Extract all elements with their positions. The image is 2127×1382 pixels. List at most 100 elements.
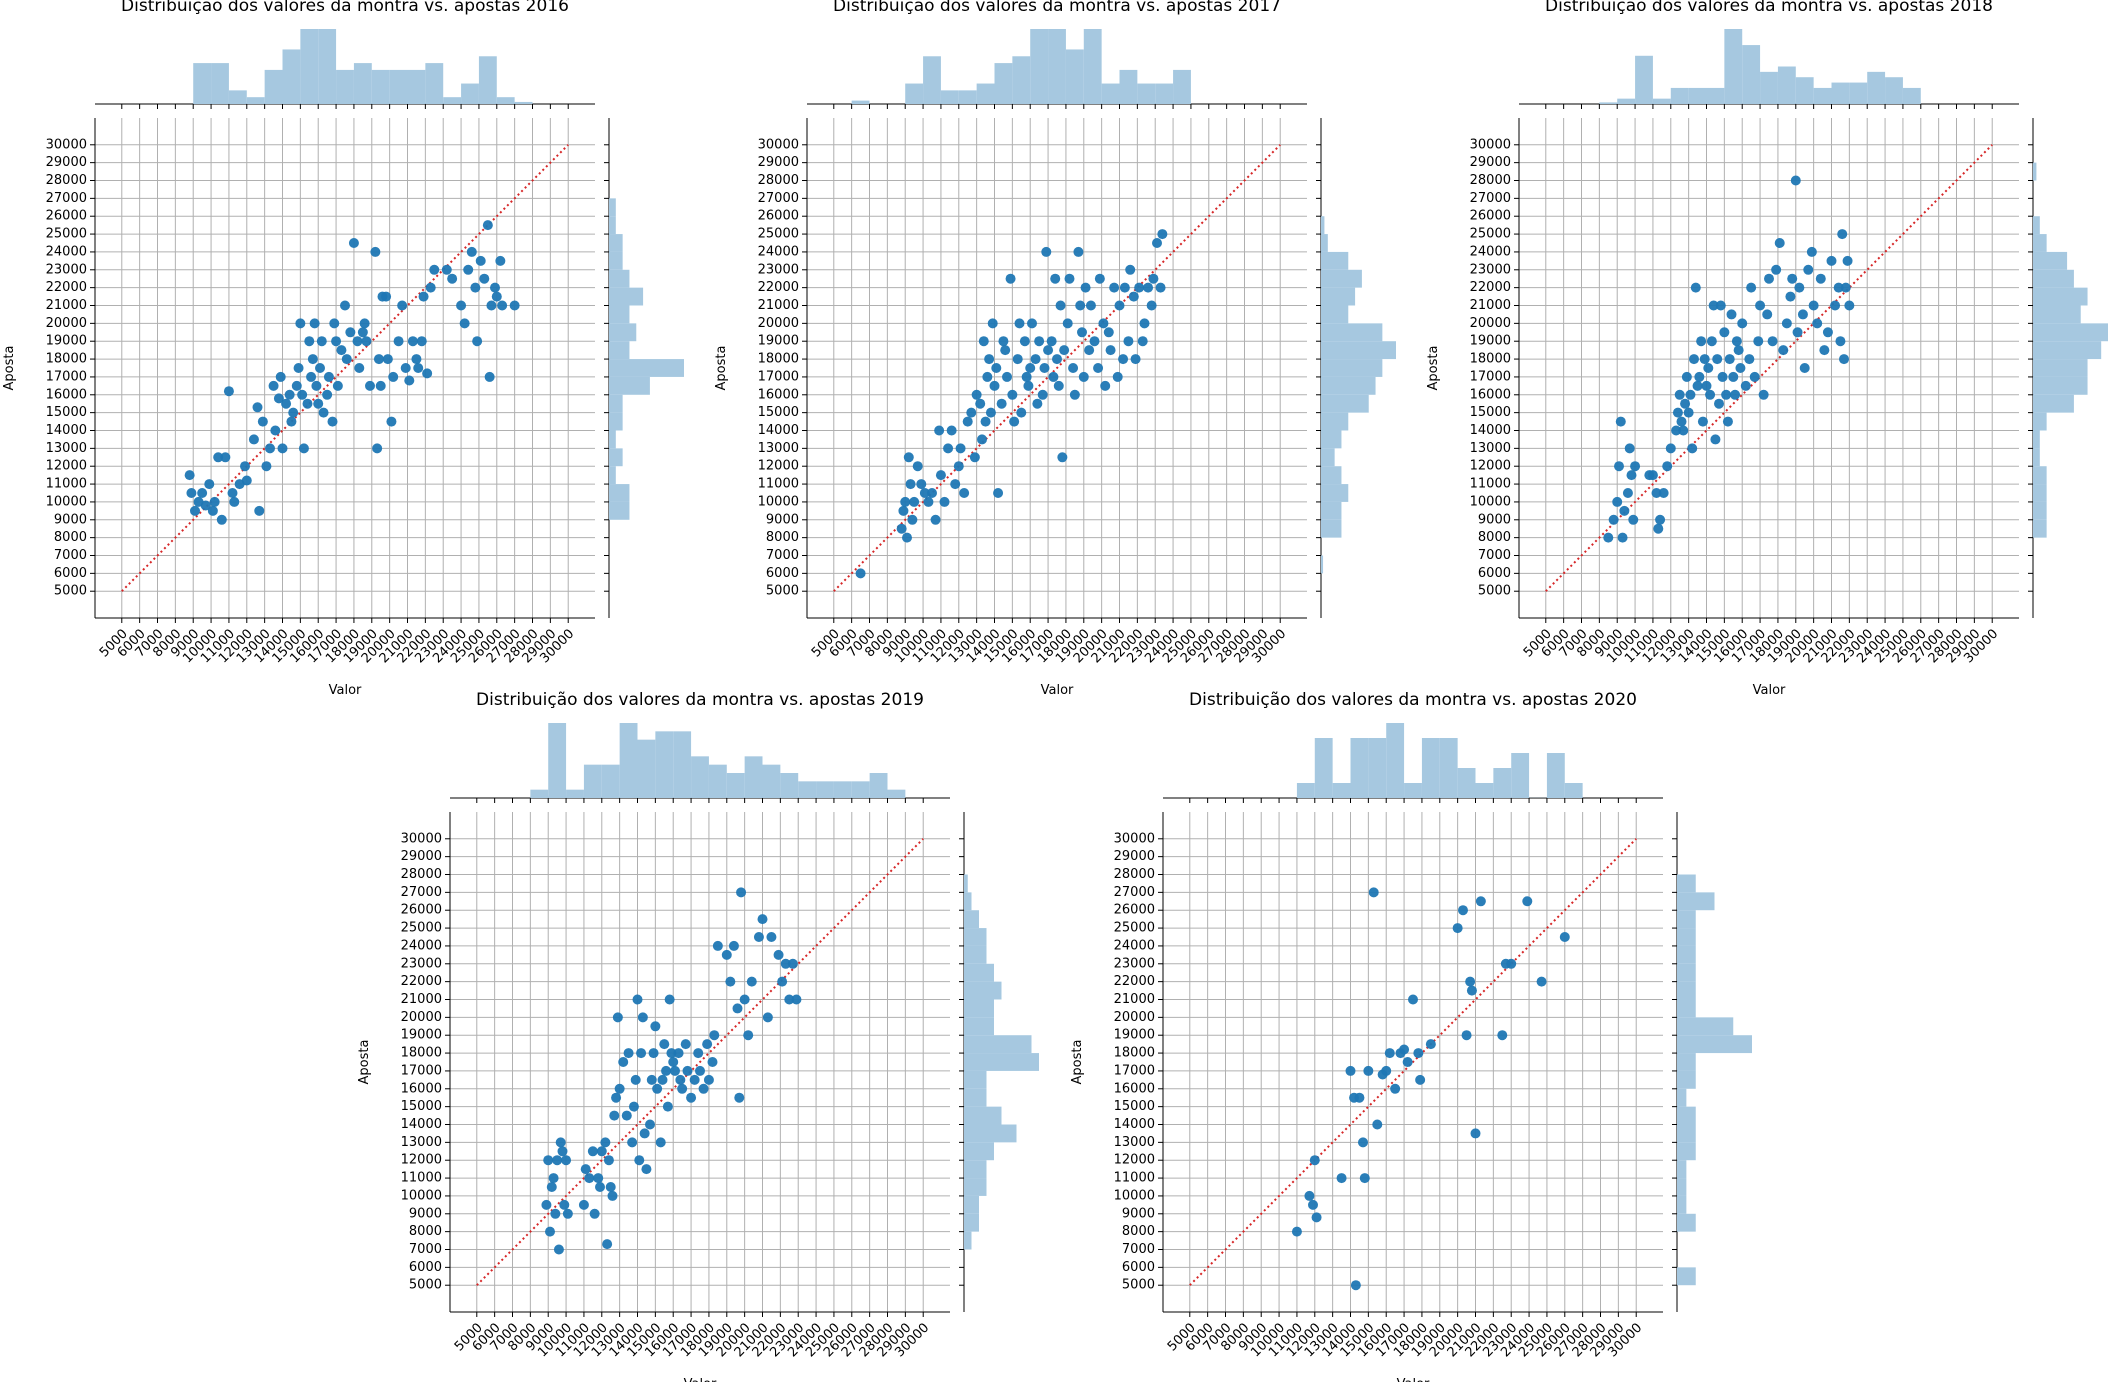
scatter-point [595, 1182, 605, 1192]
scatter-point [470, 282, 481, 293]
chart-title: Distribuição dos valores da montra vs. a… [1545, 0, 1993, 16]
scatter-point [479, 273, 490, 284]
scatter-point [659, 1039, 670, 1050]
y-tick-label: 29000 [1114, 849, 1155, 864]
y-tick-label: 26000 [758, 209, 799, 224]
scatter-point [1622, 488, 1633, 498]
y-tick-label: 22000 [1470, 280, 1511, 295]
right-hist-bar [964, 1053, 1039, 1071]
scatter-point [354, 363, 365, 373]
right-hist-bar [2033, 430, 2040, 449]
scatter-point [780, 958, 791, 969]
scatter-point [1304, 1190, 1315, 1201]
scatter-point [1794, 282, 1805, 293]
scatter-point [971, 389, 982, 400]
right-hist-bar [964, 1195, 979, 1214]
scatter-point [655, 1137, 666, 1148]
scatter-point [950, 479, 961, 490]
scatter-point [393, 336, 404, 347]
y-tick-label: 28000 [1470, 173, 1511, 188]
scatter-point [1689, 354, 1699, 365]
top-hist-bar [548, 795, 567, 798]
scatter-point [1697, 416, 1708, 427]
top-hist-bar [1030, 29, 1049, 104]
y-tick-label: 23000 [46, 262, 87, 277]
y-tick-label: 26000 [1470, 209, 1511, 224]
scatter-point [1787, 273, 1798, 284]
scatter-point [1619, 505, 1630, 516]
y-tick-label: 25000 [401, 921, 442, 936]
y-axis-label: Aposta [357, 1040, 372, 1085]
top-hist-bar [869, 773, 888, 798]
top-hist-bar [1137, 83, 1156, 104]
y-tick-label: 17000 [1114, 1063, 1155, 1078]
scatter-point [1497, 1030, 1508, 1041]
scatter-point [1792, 327, 1803, 338]
y-tick-label: 13000 [1114, 1135, 1155, 1150]
y-tick-label: 8000 [54, 530, 87, 545]
top-hist-bar [1564, 783, 1583, 798]
right-hist-bar [1321, 234, 1328, 252]
scatter-point [407, 336, 418, 347]
right-hist-bar [1677, 1178, 1687, 1196]
scatter-point [898, 505, 909, 516]
scatter-point [762, 1012, 773, 1023]
chart-panel-2: Distribuição dos valores da montra vs. a… [714, 0, 1396, 698]
y-tick-label: 6000 [409, 1260, 442, 1275]
y-tick-label: 14000 [758, 423, 799, 438]
right-hist-bar [2033, 394, 2074, 413]
scatter-point [1425, 1039, 1436, 1050]
y-tick-label: 27000 [1470, 191, 1511, 206]
scatter-point [466, 246, 477, 257]
scatter-point [1002, 371, 1012, 382]
scatter-point [1354, 1092, 1365, 1103]
scatter-point [634, 1155, 645, 1166]
scatter-point [397, 300, 408, 311]
right-hist-bar [964, 999, 994, 1018]
scatter-point [712, 940, 723, 951]
right-hist-bar [609, 359, 684, 377]
scatter-point [386, 416, 397, 427]
scatter-point [1651, 488, 1662, 498]
y-tick-label: 22000 [401, 974, 442, 989]
scatter-point [648, 1048, 659, 1059]
y-tick-label: 12000 [758, 459, 799, 474]
scatter-point [1826, 255, 1837, 266]
y-tick-label: 23000 [1470, 262, 1511, 277]
scatter-point [1699, 354, 1710, 365]
y-tick-label: 22000 [1114, 974, 1155, 989]
y-tick-label: 28000 [401, 867, 442, 882]
scatter-point [652, 1083, 663, 1094]
right-hist-bar [609, 466, 616, 485]
scatter-point [900, 496, 911, 507]
scatter-point [240, 461, 250, 472]
scatter-point [1717, 371, 1728, 382]
right-hist-bar [609, 501, 630, 520]
x-axis-label: Valor [1041, 683, 1074, 698]
scatter-point [1308, 1199, 1318, 1210]
scatter-point [935, 470, 946, 481]
scatter-point [1399, 1044, 1410, 1055]
scatter-point [736, 887, 747, 898]
y-tick-label: 20000 [758, 316, 799, 331]
scatter-point [1647, 470, 1658, 481]
y-tick-label: 20000 [46, 316, 87, 331]
scatter-point [982, 371, 993, 382]
top-hist-bar [1386, 723, 1405, 798]
scatter-point [1143, 282, 1154, 293]
scatter-point [1089, 336, 1100, 347]
scatter-point [1109, 282, 1120, 293]
scatter-point [934, 425, 945, 436]
y-tick-label: 30000 [401, 831, 442, 846]
scatter-point [602, 1239, 613, 1250]
scatter-point [637, 1012, 648, 1023]
top-hist-bar [1173, 69, 1191, 104]
scatter-point [1152, 238, 1162, 248]
scatter-point [275, 371, 286, 382]
top-hist-bar [566, 789, 584, 798]
scatter-point [1746, 282, 1757, 293]
top-hist-bar [1760, 71, 1778, 104]
top-hist-bar [1314, 738, 1333, 798]
right-hist-bar [609, 376, 650, 395]
scatter-point [418, 291, 429, 302]
